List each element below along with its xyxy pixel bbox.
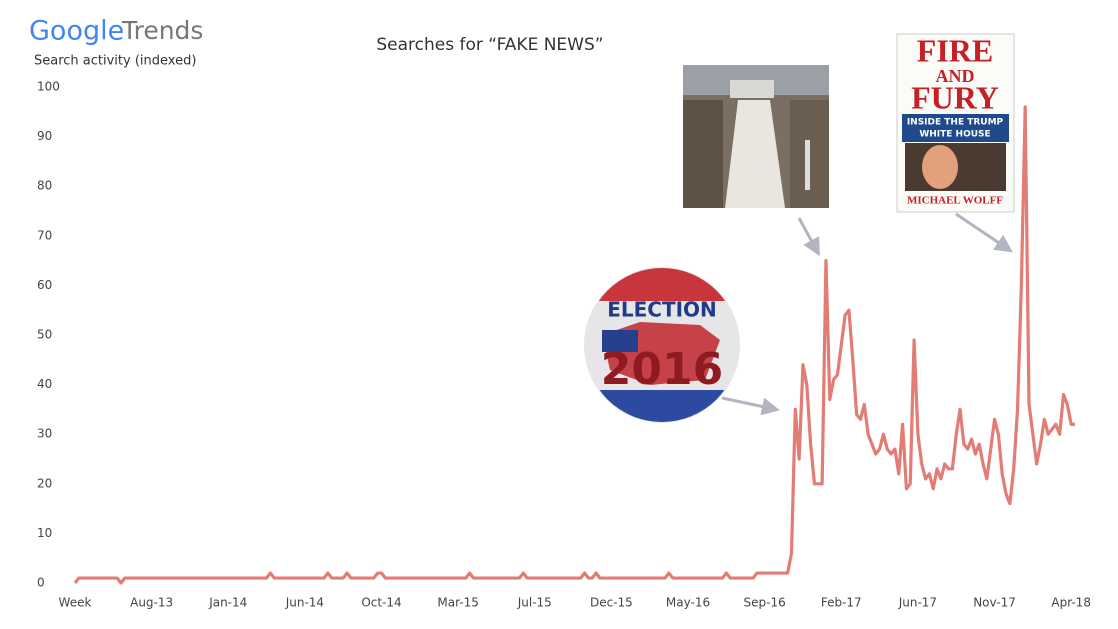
chart-title: Searches for “FAKE NEWS”	[376, 35, 603, 55]
y-axis-label: Search activity (indexed)	[34, 54, 196, 69]
book-text: FIRE	[917, 32, 993, 68]
brand: Google	[29, 16, 124, 47]
y-tick-label: 80	[37, 179, 52, 193]
x-tick-label: Jun-17	[898, 596, 937, 610]
book-text: INSIDE THE TRUMP	[907, 118, 1004, 128]
y-tick-label: 60	[37, 278, 52, 292]
x-tick-label: Dec-15	[590, 596, 633, 610]
x-tick-label: Apr-18	[1051, 596, 1091, 610]
book-text: FURY	[911, 79, 999, 115]
arrows	[721, 212, 1013, 416]
product: Trends	[121, 16, 203, 45]
x-tick-label: Mar-15	[437, 596, 478, 610]
book-text: WHITE HOUSE	[919, 130, 990, 140]
x-tick-label: Nov-17	[973, 596, 1016, 610]
election-badge: ELECTION 2016	[584, 267, 740, 423]
x-tick-label: Sep-16	[744, 596, 786, 610]
book-text: MICHAEL WOLFF	[907, 195, 1003, 207]
badge-year: 2016	[601, 344, 723, 395]
x-tick-label: Jan-14	[208, 596, 247, 610]
y-tick-label: 30	[37, 427, 52, 441]
book-cover: FIRE AND FURY INSIDE THE TRUMP WHITE HOU…	[896, 32, 1015, 213]
y-tick-label: 50	[37, 328, 52, 342]
x-tick-label: Oct-14	[361, 596, 401, 610]
book-text: AND	[936, 66, 975, 86]
x-tick-label: Jul-15	[517, 596, 552, 610]
y-tick-label: 70	[37, 228, 52, 242]
x-tick-label: Week	[59, 596, 92, 610]
badge-text: ELECTION	[607, 298, 717, 322]
data-line	[73, 105, 1075, 585]
y-tick-label: 0	[37, 576, 45, 590]
y-tick-label: 90	[37, 129, 52, 143]
x-tick-label: Jun-14	[285, 596, 324, 610]
y-tick-label: 10	[37, 526, 52, 540]
x-tick-label: May-16	[666, 596, 710, 610]
crowd-photo	[683, 65, 829, 208]
y-tick-label: 20	[37, 476, 52, 490]
y-tick-label: 40	[37, 377, 52, 391]
x-tick-label: Feb-17	[821, 596, 862, 610]
x-tick-label: Aug-13	[130, 596, 173, 610]
y-tick-label: 100	[37, 80, 60, 94]
